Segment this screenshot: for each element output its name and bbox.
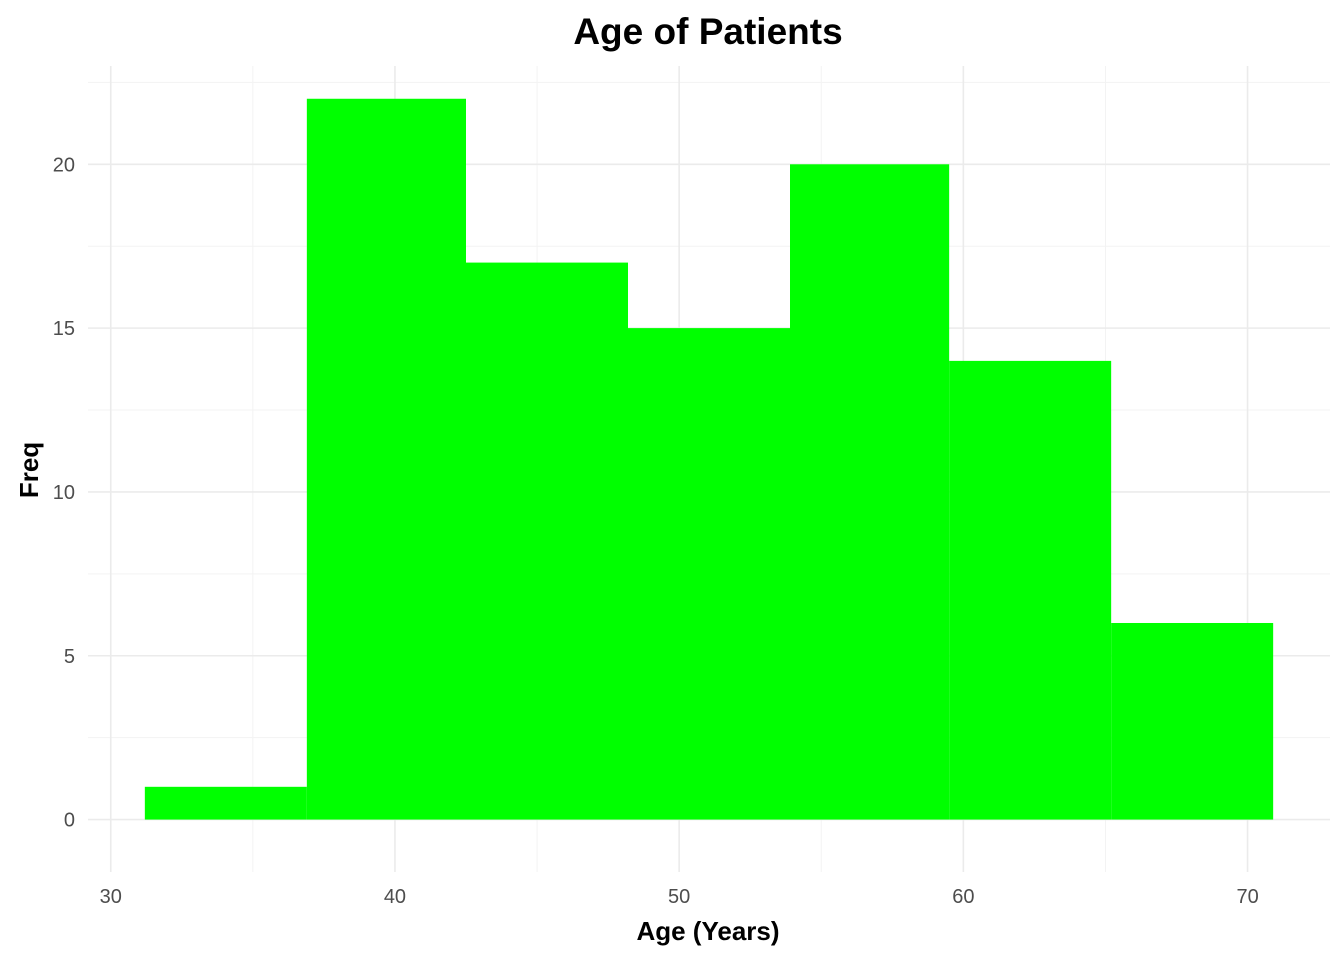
histogram-bar xyxy=(306,98,466,820)
bars xyxy=(144,98,1274,820)
x-tick-label: 50 xyxy=(668,886,690,908)
y-tick-label: 10 xyxy=(53,482,75,504)
y-tick-label: 0 xyxy=(64,810,75,832)
x-axis-ticks: 30 40 50 60 70 xyxy=(100,886,1259,908)
y-tick-label: 5 xyxy=(64,646,75,668)
chart-title: Age of Patients xyxy=(573,11,842,52)
y-tick-label: 15 xyxy=(53,318,75,340)
histogram-bar xyxy=(628,328,790,820)
x-tick-label: 60 xyxy=(952,886,974,908)
histogram-bar xyxy=(1111,622,1274,820)
histogram-bar xyxy=(144,786,307,820)
x-axis-title: Age (Years) xyxy=(636,916,779,946)
x-tick-label: 70 xyxy=(1236,886,1258,908)
y-axis-title: Freq xyxy=(14,442,44,498)
y-tick-label: 20 xyxy=(53,154,75,176)
y-axis-ticks: 0 5 10 15 20 xyxy=(53,154,75,831)
histogram-bar xyxy=(949,360,1112,820)
histogram-bar xyxy=(790,164,950,820)
x-tick-label: 40 xyxy=(384,886,406,908)
histogram-bar xyxy=(466,262,628,820)
x-tick-label: 30 xyxy=(100,886,122,908)
